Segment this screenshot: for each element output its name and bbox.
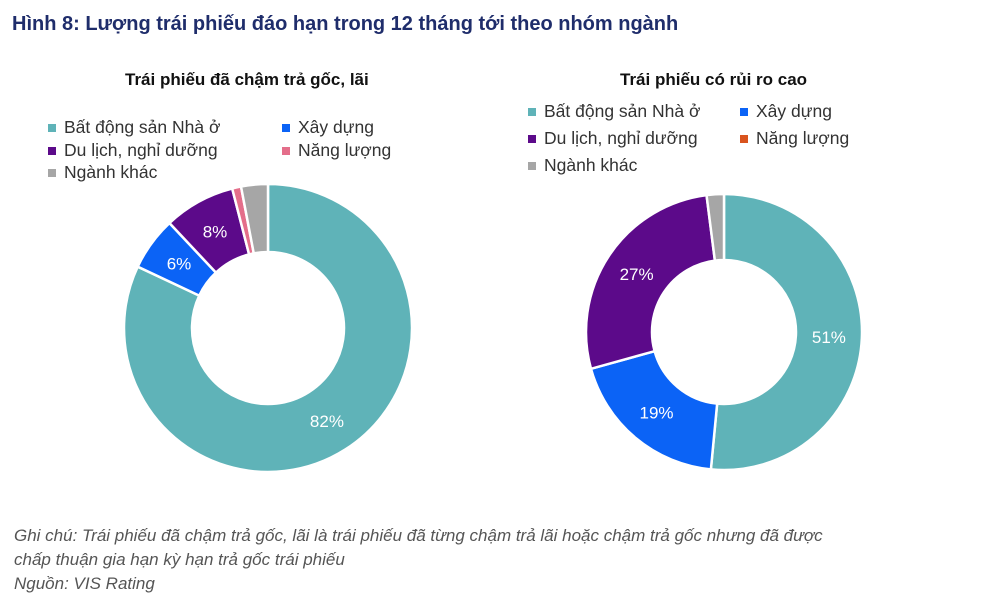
slice-label-1-1: 19% — [639, 403, 673, 422]
left-legend-item-energy: Năng lượng — [282, 140, 391, 161]
right-legend-item-tourism: Du lịch, nghỉ dưỡng — [528, 128, 698, 149]
legend-swatch-real-estate — [48, 123, 56, 132]
legend-swatch-tourism — [48, 146, 56, 155]
left-legend-item-construction: Xây dựng — [282, 117, 374, 138]
legend-label: Xây dựng — [756, 101, 832, 121]
legend-swatch-other — [48, 168, 56, 177]
legend-label: Ngành khác — [64, 162, 158, 182]
legend-swatch-real-estate — [528, 107, 536, 116]
left-legend-item-tourism: Du lịch, nghỉ dưỡng — [48, 140, 218, 161]
donut-slice-0-0 — [122, 182, 414, 474]
legend-swatch-tourism — [528, 134, 536, 143]
legend-label: Bất động sản Nhà ở — [544, 101, 701, 121]
slice-label-0-2: 8% — [203, 223, 228, 242]
legend-label: Ngành khác — [544, 155, 638, 175]
left-chart-title: Trái phiếu đã chậm trả gốc, lãi — [125, 70, 369, 89]
right-chart-title: Trái phiếu có rủi ro cao — [620, 70, 808, 89]
left-legend-item-other: Ngành khác — [48, 162, 157, 183]
legend-swatch-energy — [740, 134, 748, 143]
legend-swatch-construction — [740, 107, 748, 116]
left-donut-chart: 82% 6% 8% — [122, 182, 414, 474]
legend-swatch-construction — [282, 123, 290, 132]
legend-swatch-other — [528, 161, 536, 170]
right-legend-item-real-estate: Bất động sản Nhà ở — [528, 101, 700, 122]
source-line: Nguồn: VIS Rating — [14, 574, 155, 593]
left-legend-item-real-estate: Bất động sản Nhà ở — [48, 117, 220, 138]
donut-slice-1-4 — [705, 192, 726, 262]
right-legend-item-energy: Năng lượng — [740, 128, 849, 149]
right-legend-item-construction: Xây dựng — [740, 101, 832, 122]
legend-label: Du lịch, nghỉ dưỡng — [64, 140, 218, 160]
donut-slice-0-4 — [239, 182, 270, 255]
legend-label: Xây dựng — [298, 117, 374, 137]
slice-label-1-0: 51% — [812, 328, 846, 347]
donut-slice-1-0 — [709, 192, 864, 472]
legend-label: Năng lượng — [756, 128, 850, 148]
legend-swatch-energy — [282, 146, 290, 155]
slice-label-0-1: 6% — [167, 254, 192, 273]
right-donut-chart: 51% 19% 27% — [584, 192, 864, 472]
slice-label-1-2: 27% — [620, 265, 654, 284]
donut-slice-1-2 — [584, 193, 717, 371]
legend-label: Du lịch, nghỉ dưỡng — [544, 128, 698, 148]
footnotes: Ghi chú: Trái phiếu đã chậm trả gốc, lãi… — [14, 524, 974, 596]
figure-title: Hình 8: Lượng trái phiếu đáo hạn trong 1… — [12, 13, 679, 35]
note-line-2: chấp thuận gia hạn kỳ hạn trả gốc trái p… — [14, 550, 345, 569]
note-line-1: Ghi chú: Trái phiếu đã chậm trả gốc, lãi… — [14, 526, 823, 545]
legend-label: Bất động sản Nhà ở — [64, 117, 221, 137]
slice-label-0-0: 82% — [310, 412, 344, 431]
legend-label: Năng lượng — [298, 140, 392, 160]
right-legend-item-other: Ngành khác — [528, 155, 637, 176]
